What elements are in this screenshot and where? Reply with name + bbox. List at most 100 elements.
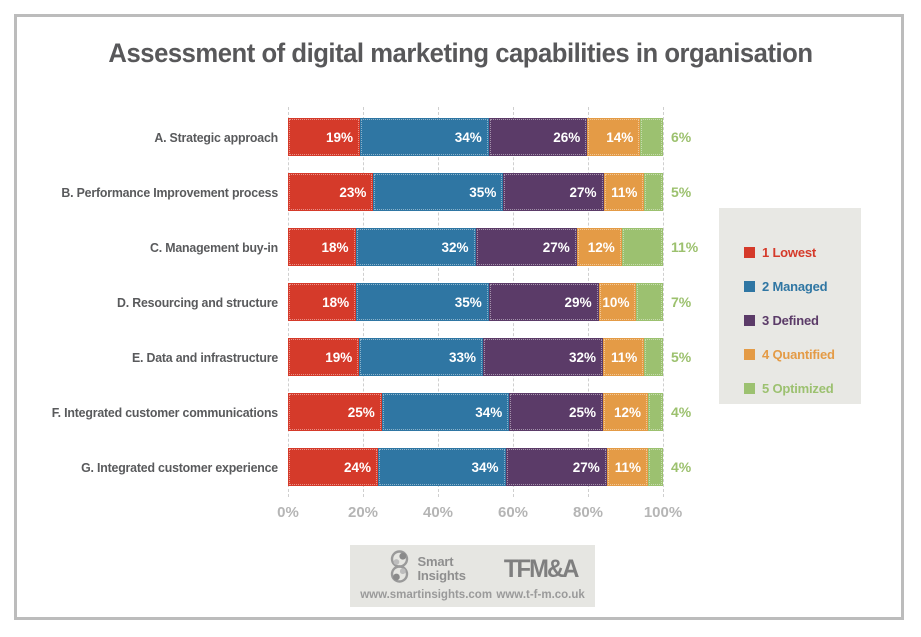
segment-value-label: 35% bbox=[454, 294, 482, 310]
segment-value-label: 26% bbox=[553, 129, 581, 145]
chart-row: A. Strategic approach 19% 34% 26% 14% 6% bbox=[0, 118, 921, 156]
chart-row: G. Integrated customer experience 24% 34%… bbox=[0, 448, 921, 486]
bar-segment bbox=[644, 173, 663, 211]
segment-value-label: 14% bbox=[606, 129, 634, 145]
bar-segment bbox=[648, 393, 663, 431]
segment-value-label: 32% bbox=[441, 239, 469, 255]
segment-value-label: 34% bbox=[475, 404, 503, 420]
bar-segment: 27% bbox=[505, 448, 607, 486]
smart-insights-wordmark: Smart Insights bbox=[417, 555, 465, 582]
bar-segment bbox=[644, 338, 663, 376]
x-tick-label: 40% bbox=[422, 504, 454, 521]
chart-row: E. Data and infrastructure 19% 33% 32% 11% … bbox=[0, 338, 921, 376]
optimized-value-label: 5% bbox=[671, 184, 692, 200]
category-label: E. Data and infrastructure bbox=[131, 349, 278, 365]
x-axis: 0% 20% 40% 60% 80% 100% bbox=[0, 504, 921, 524]
legend-swatch bbox=[744, 280, 755, 292]
smart-insights-brand: Smart Insights www.smartinsights.com bbox=[360, 549, 492, 601]
bar-segment: 11% bbox=[603, 338, 645, 376]
stacked-bar: 19% 34% 26% 14% bbox=[288, 118, 663, 156]
legend-label: 1 Lowest bbox=[762, 244, 817, 260]
bar-segment: 12% bbox=[576, 228, 622, 266]
optimized-value-label: 6% bbox=[671, 129, 692, 145]
legend-label: 4 Quantified bbox=[762, 346, 835, 362]
tfma-wordmark: TFM&A bbox=[503, 554, 580, 583]
bar-segment: 27% bbox=[503, 173, 604, 211]
category-label: B. Performance Improvement process bbox=[61, 184, 278, 200]
x-tick-label: 60% bbox=[497, 504, 529, 521]
legend-item: 2 Managed bbox=[744, 269, 861, 303]
optimized-value-label: 11% bbox=[671, 239, 699, 255]
smart-insights-logo-icon bbox=[386, 549, 413, 590]
category-label: F. Integrated customer communications bbox=[51, 404, 278, 420]
legend-label: 3 Defined bbox=[762, 312, 819, 328]
legend-item: 5 Optimized bbox=[744, 371, 861, 405]
segment-value-label: 11% bbox=[614, 459, 641, 475]
legend-item: 4 Quantified bbox=[744, 337, 861, 371]
smart-insights-word-2: Insights bbox=[417, 568, 466, 583]
bar-segment bbox=[636, 283, 663, 321]
segment-value-label: 29% bbox=[564, 294, 592, 310]
legend-swatch bbox=[744, 246, 755, 258]
bar-segment bbox=[621, 228, 663, 266]
legend-item: 3 Defined bbox=[744, 303, 861, 337]
stacked-bar: 25% 34% 25% 12% bbox=[288, 393, 663, 431]
bar-segment: 29% bbox=[488, 283, 599, 321]
tfma-url: www.t-f-m.co.uk bbox=[496, 589, 585, 601]
bar-segment: 33% bbox=[359, 338, 483, 376]
smart-insights-word-1: Smart bbox=[417, 554, 454, 570]
bar-segment: 35% bbox=[356, 283, 489, 321]
segment-value-label: 11% bbox=[610, 349, 638, 365]
bar-segment: 23% bbox=[288, 173, 374, 211]
bar-segment: 11% bbox=[606, 448, 648, 486]
segment-value-label: 27% bbox=[572, 459, 600, 475]
legend-swatch bbox=[744, 382, 755, 394]
legend-label: 5 Optimized bbox=[762, 380, 834, 396]
bar-segment: 10% bbox=[598, 283, 637, 321]
chart-row: F. Integrated customer communications 25… bbox=[0, 393, 921, 431]
segment-value-label: 10% bbox=[602, 294, 630, 310]
bar-segment: 11% bbox=[603, 173, 645, 211]
bar-segment: 19% bbox=[288, 338, 360, 376]
category-label: A. Strategic approach bbox=[154, 129, 278, 145]
bar-segment: 25% bbox=[509, 393, 603, 431]
bar-segment: 14% bbox=[587, 118, 641, 156]
segment-value-label: 33% bbox=[448, 349, 476, 365]
stacked-bar: 18% 35% 29% 10% bbox=[288, 283, 663, 321]
segment-value-label: 19% bbox=[325, 129, 353, 145]
bar-segment: 26% bbox=[488, 118, 588, 156]
x-tick-label: 20% bbox=[347, 504, 379, 521]
bar-segment bbox=[648, 448, 663, 486]
segment-value-label: 24% bbox=[343, 459, 371, 475]
chart-row: B. Performance Improvement process 23% 35… bbox=[0, 173, 921, 211]
legend-label: 2 Managed bbox=[762, 278, 828, 294]
bar-segment: 35% bbox=[373, 173, 504, 211]
stacked-bar: 19% 33% 32% 11% bbox=[288, 338, 663, 376]
stacked-bar: 23% 35% 27% 11% bbox=[288, 173, 663, 211]
bar-segment: 12% bbox=[603, 393, 648, 431]
bar-segment: 18% bbox=[288, 228, 356, 266]
stacked-bar: 18% 32% 27% 12% bbox=[288, 228, 663, 266]
bar-segment: 18% bbox=[288, 283, 357, 321]
gridline bbox=[663, 107, 664, 497]
optimized-value-label: 5% bbox=[671, 349, 692, 365]
bar-segment: 24% bbox=[288, 448, 378, 486]
stacked-bar: 24% 34% 27% 11% bbox=[288, 448, 663, 486]
segment-value-label: 18% bbox=[322, 294, 350, 310]
legend-item: 1 Lowest bbox=[744, 235, 861, 269]
bar-segment: 27% bbox=[475, 228, 577, 266]
category-label: G. Integrated customer experience bbox=[81, 459, 279, 475]
segment-value-label: 11% bbox=[611, 184, 638, 200]
chart-title: Assessment of digital marketing capabili… bbox=[108, 38, 813, 68]
bar-segment: 34% bbox=[378, 448, 506, 486]
legend-swatch bbox=[744, 348, 755, 360]
optimized-value-label: 7% bbox=[671, 294, 692, 310]
chart-row: C. Management buy-in 18% 32% 27% 12% 11% bbox=[0, 228, 921, 266]
segment-value-label: 25% bbox=[568, 404, 596, 420]
segment-value-label: 34% bbox=[471, 459, 499, 475]
x-tick-label: 0% bbox=[277, 504, 299, 521]
bar-segment: 25% bbox=[288, 393, 382, 431]
segment-value-label: 27% bbox=[542, 239, 570, 255]
bar-segment: 32% bbox=[355, 228, 476, 266]
